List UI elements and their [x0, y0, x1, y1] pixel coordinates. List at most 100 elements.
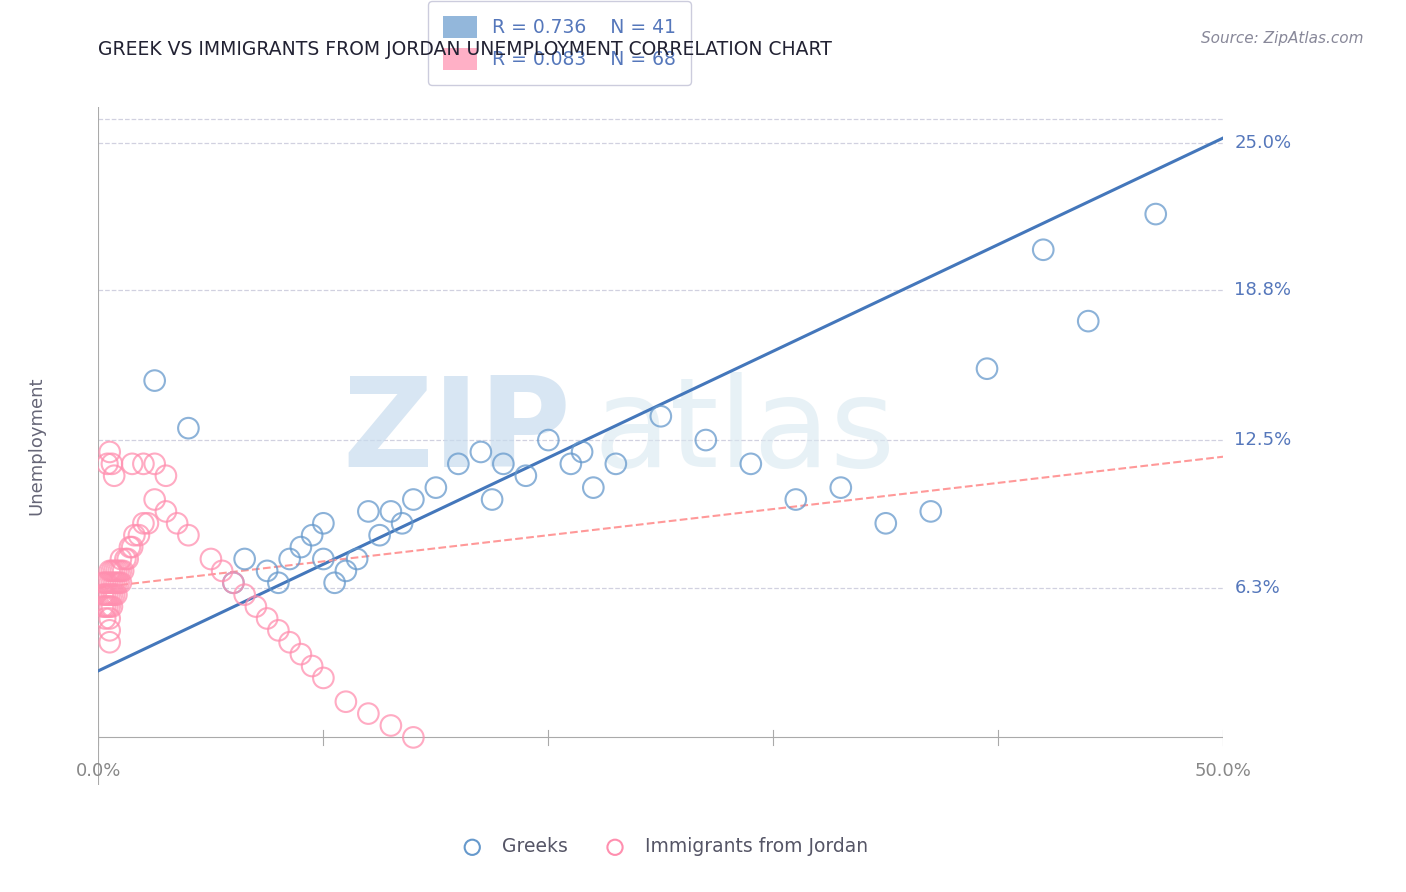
- Point: [121, 540, 143, 554]
- Point: [380, 504, 402, 518]
- Point: [94, 599, 117, 614]
- Point: [110, 552, 132, 566]
- Point: [94, 588, 117, 602]
- Point: [267, 575, 290, 590]
- Point: [177, 528, 200, 542]
- Point: [256, 611, 278, 625]
- Point: [91, 575, 114, 590]
- Point: [91, 588, 114, 602]
- Point: [143, 492, 166, 507]
- Point: [481, 492, 503, 507]
- Point: [124, 528, 146, 542]
- Point: [301, 659, 323, 673]
- Point: [222, 575, 245, 590]
- Point: [105, 588, 128, 602]
- Point: [346, 552, 368, 566]
- Point: [1077, 314, 1099, 328]
- Point: [571, 445, 593, 459]
- Point: [96, 457, 118, 471]
- Point: [98, 635, 121, 649]
- Point: [107, 575, 129, 590]
- Point: [537, 433, 560, 447]
- Point: [402, 731, 425, 745]
- Point: [118, 540, 141, 554]
- Point: [830, 481, 852, 495]
- Point: [132, 516, 155, 531]
- Point: [132, 457, 155, 471]
- Point: [112, 564, 135, 578]
- Point: [103, 588, 125, 602]
- Point: [267, 624, 290, 638]
- Point: [323, 575, 346, 590]
- Point: [380, 718, 402, 732]
- Point: [312, 552, 335, 566]
- Text: 6.3%: 6.3%: [1234, 579, 1279, 597]
- Point: [278, 552, 301, 566]
- Point: [875, 516, 897, 531]
- Text: 12.5%: 12.5%: [1234, 431, 1292, 449]
- Point: [177, 421, 200, 435]
- Point: [222, 575, 245, 590]
- Point: [98, 611, 121, 625]
- Point: [976, 361, 998, 376]
- Legend: Greeks, Immigrants from Jordan: Greeks, Immigrants from Jordan: [446, 830, 876, 863]
- Point: [107, 564, 129, 578]
- Point: [98, 599, 121, 614]
- Point: [312, 671, 335, 685]
- Point: [357, 504, 380, 518]
- Point: [101, 457, 124, 471]
- Point: [233, 588, 256, 602]
- Text: GREEK VS IMMIGRANTS FROM JORDAN UNEMPLOYMENT CORRELATION CHART: GREEK VS IMMIGRANTS FROM JORDAN UNEMPLOY…: [98, 40, 832, 59]
- Text: atlas: atlas: [593, 372, 896, 493]
- Point: [233, 552, 256, 566]
- Text: 0.0%: 0.0%: [76, 763, 121, 780]
- Point: [98, 445, 121, 459]
- Point: [425, 481, 447, 495]
- Point: [94, 611, 117, 625]
- Point: [103, 564, 125, 578]
- Point: [103, 575, 125, 590]
- Point: [1032, 243, 1054, 257]
- Point: [447, 457, 470, 471]
- Point: [117, 552, 139, 566]
- Point: [98, 624, 121, 638]
- Point: [368, 528, 391, 542]
- Point: [357, 706, 380, 721]
- Point: [143, 457, 166, 471]
- Point: [94, 575, 117, 590]
- Point: [200, 552, 222, 566]
- Text: 18.8%: 18.8%: [1234, 281, 1291, 299]
- Point: [391, 516, 413, 531]
- Point: [110, 575, 132, 590]
- Point: [155, 468, 177, 483]
- Point: [98, 588, 121, 602]
- Point: [114, 552, 136, 566]
- Point: [402, 492, 425, 507]
- Point: [312, 516, 335, 531]
- Point: [105, 564, 128, 578]
- Point: [98, 575, 121, 590]
- Point: [101, 588, 124, 602]
- Point: [101, 575, 124, 590]
- Point: [101, 564, 124, 578]
- Text: Source: ZipAtlas.com: Source: ZipAtlas.com: [1201, 31, 1364, 46]
- Point: [785, 492, 807, 507]
- Text: ZIP: ZIP: [342, 372, 571, 493]
- Point: [650, 409, 672, 424]
- Point: [278, 635, 301, 649]
- Point: [256, 564, 278, 578]
- Point: [605, 457, 627, 471]
- Point: [335, 564, 357, 578]
- Point: [155, 504, 177, 518]
- Point: [920, 504, 942, 518]
- Point: [211, 564, 233, 578]
- Point: [582, 481, 605, 495]
- Point: [110, 564, 132, 578]
- Point: [166, 516, 188, 531]
- Point: [128, 528, 150, 542]
- Point: [103, 468, 125, 483]
- Point: [740, 457, 762, 471]
- Point: [492, 457, 515, 471]
- Text: 25.0%: 25.0%: [1234, 134, 1292, 152]
- Point: [245, 599, 267, 614]
